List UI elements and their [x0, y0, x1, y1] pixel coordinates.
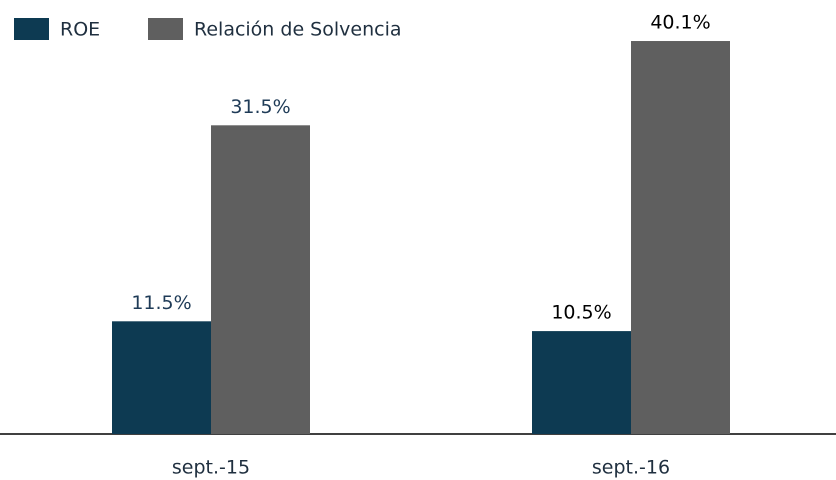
legend-swatch: [148, 18, 183, 40]
x-tick-label: sept.-16: [592, 457, 670, 479]
bar: [211, 125, 310, 435]
data-label: 10.5%: [551, 302, 611, 324]
legend-label: Relación de Solvencia: [194, 19, 402, 41]
x-tick-label: sept.-15: [172, 457, 250, 479]
bar: [532, 331, 631, 434]
bar: [631, 41, 730, 435]
legend-label: ROE: [60, 19, 100, 41]
data-label: 11.5%: [131, 292, 191, 314]
bar: [112, 321, 211, 434]
data-label: 31.5%: [230, 96, 290, 118]
legend-swatch: [14, 18, 49, 40]
data-label: 40.1%: [650, 12, 710, 34]
